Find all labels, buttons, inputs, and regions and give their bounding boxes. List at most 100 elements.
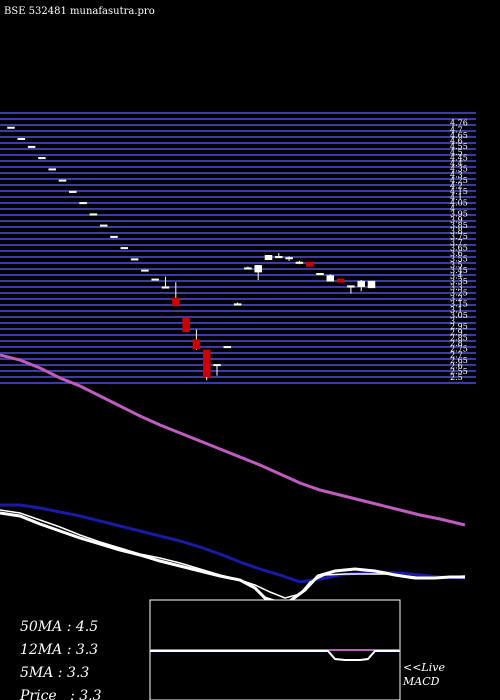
candle-body (347, 285, 355, 288)
price-tick-label: 4.55 (450, 142, 468, 151)
candle-body (7, 126, 15, 129)
stat-price: Price : 3.3 (19, 688, 102, 700)
price-tick-label: 2.65 (450, 356, 468, 365)
price-tick-label: 3.75 (450, 232, 468, 241)
macd-label-macd: MACD (402, 675, 440, 688)
ma-mid-line (0, 503, 466, 584)
price-tick-label: 3.15 (450, 300, 468, 309)
price-tick-labels: 4.764.74.654.64.554.54.454.44.354.34.254… (450, 119, 468, 382)
candle-body (264, 255, 273, 260)
price-tick-label: 3.4 (450, 272, 463, 281)
candle-body (202, 349, 211, 377)
price-tick-label: 3.6 (450, 249, 463, 258)
price-tick-label: 3.9 (450, 215, 463, 224)
stats-panel: 50MA : 4.5 12MA : 3.3 5MA : 3.3 Price : 3.3 (19, 619, 102, 700)
candle-body (182, 318, 190, 332)
price-tick-label: 3.1 (450, 305, 463, 314)
price-tick-label: 4.76 (450, 119, 468, 128)
price-tick-label: 3.55 (450, 255, 468, 264)
price-tick-label: 3.05 (450, 311, 468, 320)
candle-body (48, 168, 56, 171)
candle-body (275, 256, 283, 259)
candle-body (192, 339, 201, 349)
moving-average-lines (0, 353, 466, 604)
candle-body (58, 179, 67, 182)
candle-body (244, 267, 252, 270)
candle-body (17, 138, 26, 140)
price-tick-label: 2.5 (450, 373, 463, 382)
candle-body (27, 145, 36, 148)
price-tick-label: 4 (450, 204, 455, 213)
candle-body (367, 280, 376, 289)
price-tick-label: 3.2 (450, 294, 463, 303)
price-gridlines (0, 112, 476, 384)
price-tick-label: 4.25 (450, 176, 468, 185)
price-tick-label: 3.25 (450, 288, 468, 297)
candle-body (110, 235, 118, 238)
ma-long-line (0, 353, 466, 527)
price-tick-label: 3 (450, 317, 455, 326)
candle-body (336, 278, 345, 283)
price-tick-label: 4.65 (450, 131, 468, 140)
price-tick-label: 2.95 (450, 322, 468, 331)
price-tick-label: 3.3 (450, 283, 463, 292)
price-tick-label: 2.55 (450, 367, 468, 376)
price-tick-label: 3.5 (450, 260, 463, 269)
price-tick-label: 4.05 (450, 198, 468, 207)
price-tick-label: 4.1 (450, 193, 463, 202)
price-tick-label: 2.85 (450, 333, 468, 342)
price-tick-label: 3.85 (450, 221, 468, 230)
candle-body (316, 273, 324, 275)
candle-body (305, 261, 314, 267)
price-tick-label: 4.15 (450, 187, 468, 196)
price-tick-label: 4.7 (450, 125, 463, 134)
price-tick-label: 2.6 (450, 362, 463, 371)
price-tick-label: 2.7 (450, 350, 463, 359)
price-tick-label: 2.8 (450, 339, 463, 348)
candle-body (295, 261, 304, 264)
candle-body (69, 190, 77, 193)
candle-body (254, 265, 262, 273)
macd-panel (149, 599, 401, 700)
candle-body (172, 297, 180, 307)
candle-body (233, 303, 242, 306)
candles (7, 126, 376, 381)
candle-body (151, 278, 159, 281)
ma-short-line-2 (0, 509, 466, 599)
price-tick-label: 4.3 (450, 170, 463, 179)
stat-12ma: 12MA : 3.3 (20, 642, 98, 658)
candle-body (326, 275, 335, 282)
candle-body (38, 157, 46, 160)
ma-short-line (0, 511, 465, 604)
candle-body (285, 257, 293, 260)
price-tick-label: 4.45 (450, 153, 468, 162)
price-tick-label: 4.2 (450, 182, 463, 191)
price-tick-label: 2.9 (450, 328, 463, 337)
chart-title: BSE 532481 munafasutra.pro (4, 6, 155, 17)
macd-line (150, 650, 400, 661)
candle-body (357, 280, 365, 287)
candle-body (120, 247, 129, 250)
price-tick-label: 4.35 (450, 165, 468, 174)
price-tick-label: 3.8 (450, 227, 463, 236)
candle-body (161, 286, 170, 289)
candle-body (89, 213, 98, 216)
price-tick-label: 2.75 (450, 345, 468, 354)
stat-5ma: 5MA : 3.3 (20, 665, 89, 681)
price-tick-label: 3.45 (450, 266, 468, 275)
price-tick-label: 4.4 (450, 159, 463, 168)
price-tick-label: 3.95 (450, 210, 468, 219)
price-tick-label: 3.7 (450, 238, 463, 247)
candle-body (99, 224, 108, 227)
macd-label-live: <<Live (403, 661, 445, 674)
candle-body (79, 202, 87, 205)
price-tick-label: 3.65 (450, 243, 468, 252)
candle-body (130, 258, 139, 261)
candle-body (141, 269, 149, 272)
candle-body (223, 346, 232, 349)
stat-50ma: 50MA : 4.5 (20, 619, 98, 635)
candle-body (213, 364, 221, 367)
price-tick-label: 3.35 (450, 277, 468, 286)
